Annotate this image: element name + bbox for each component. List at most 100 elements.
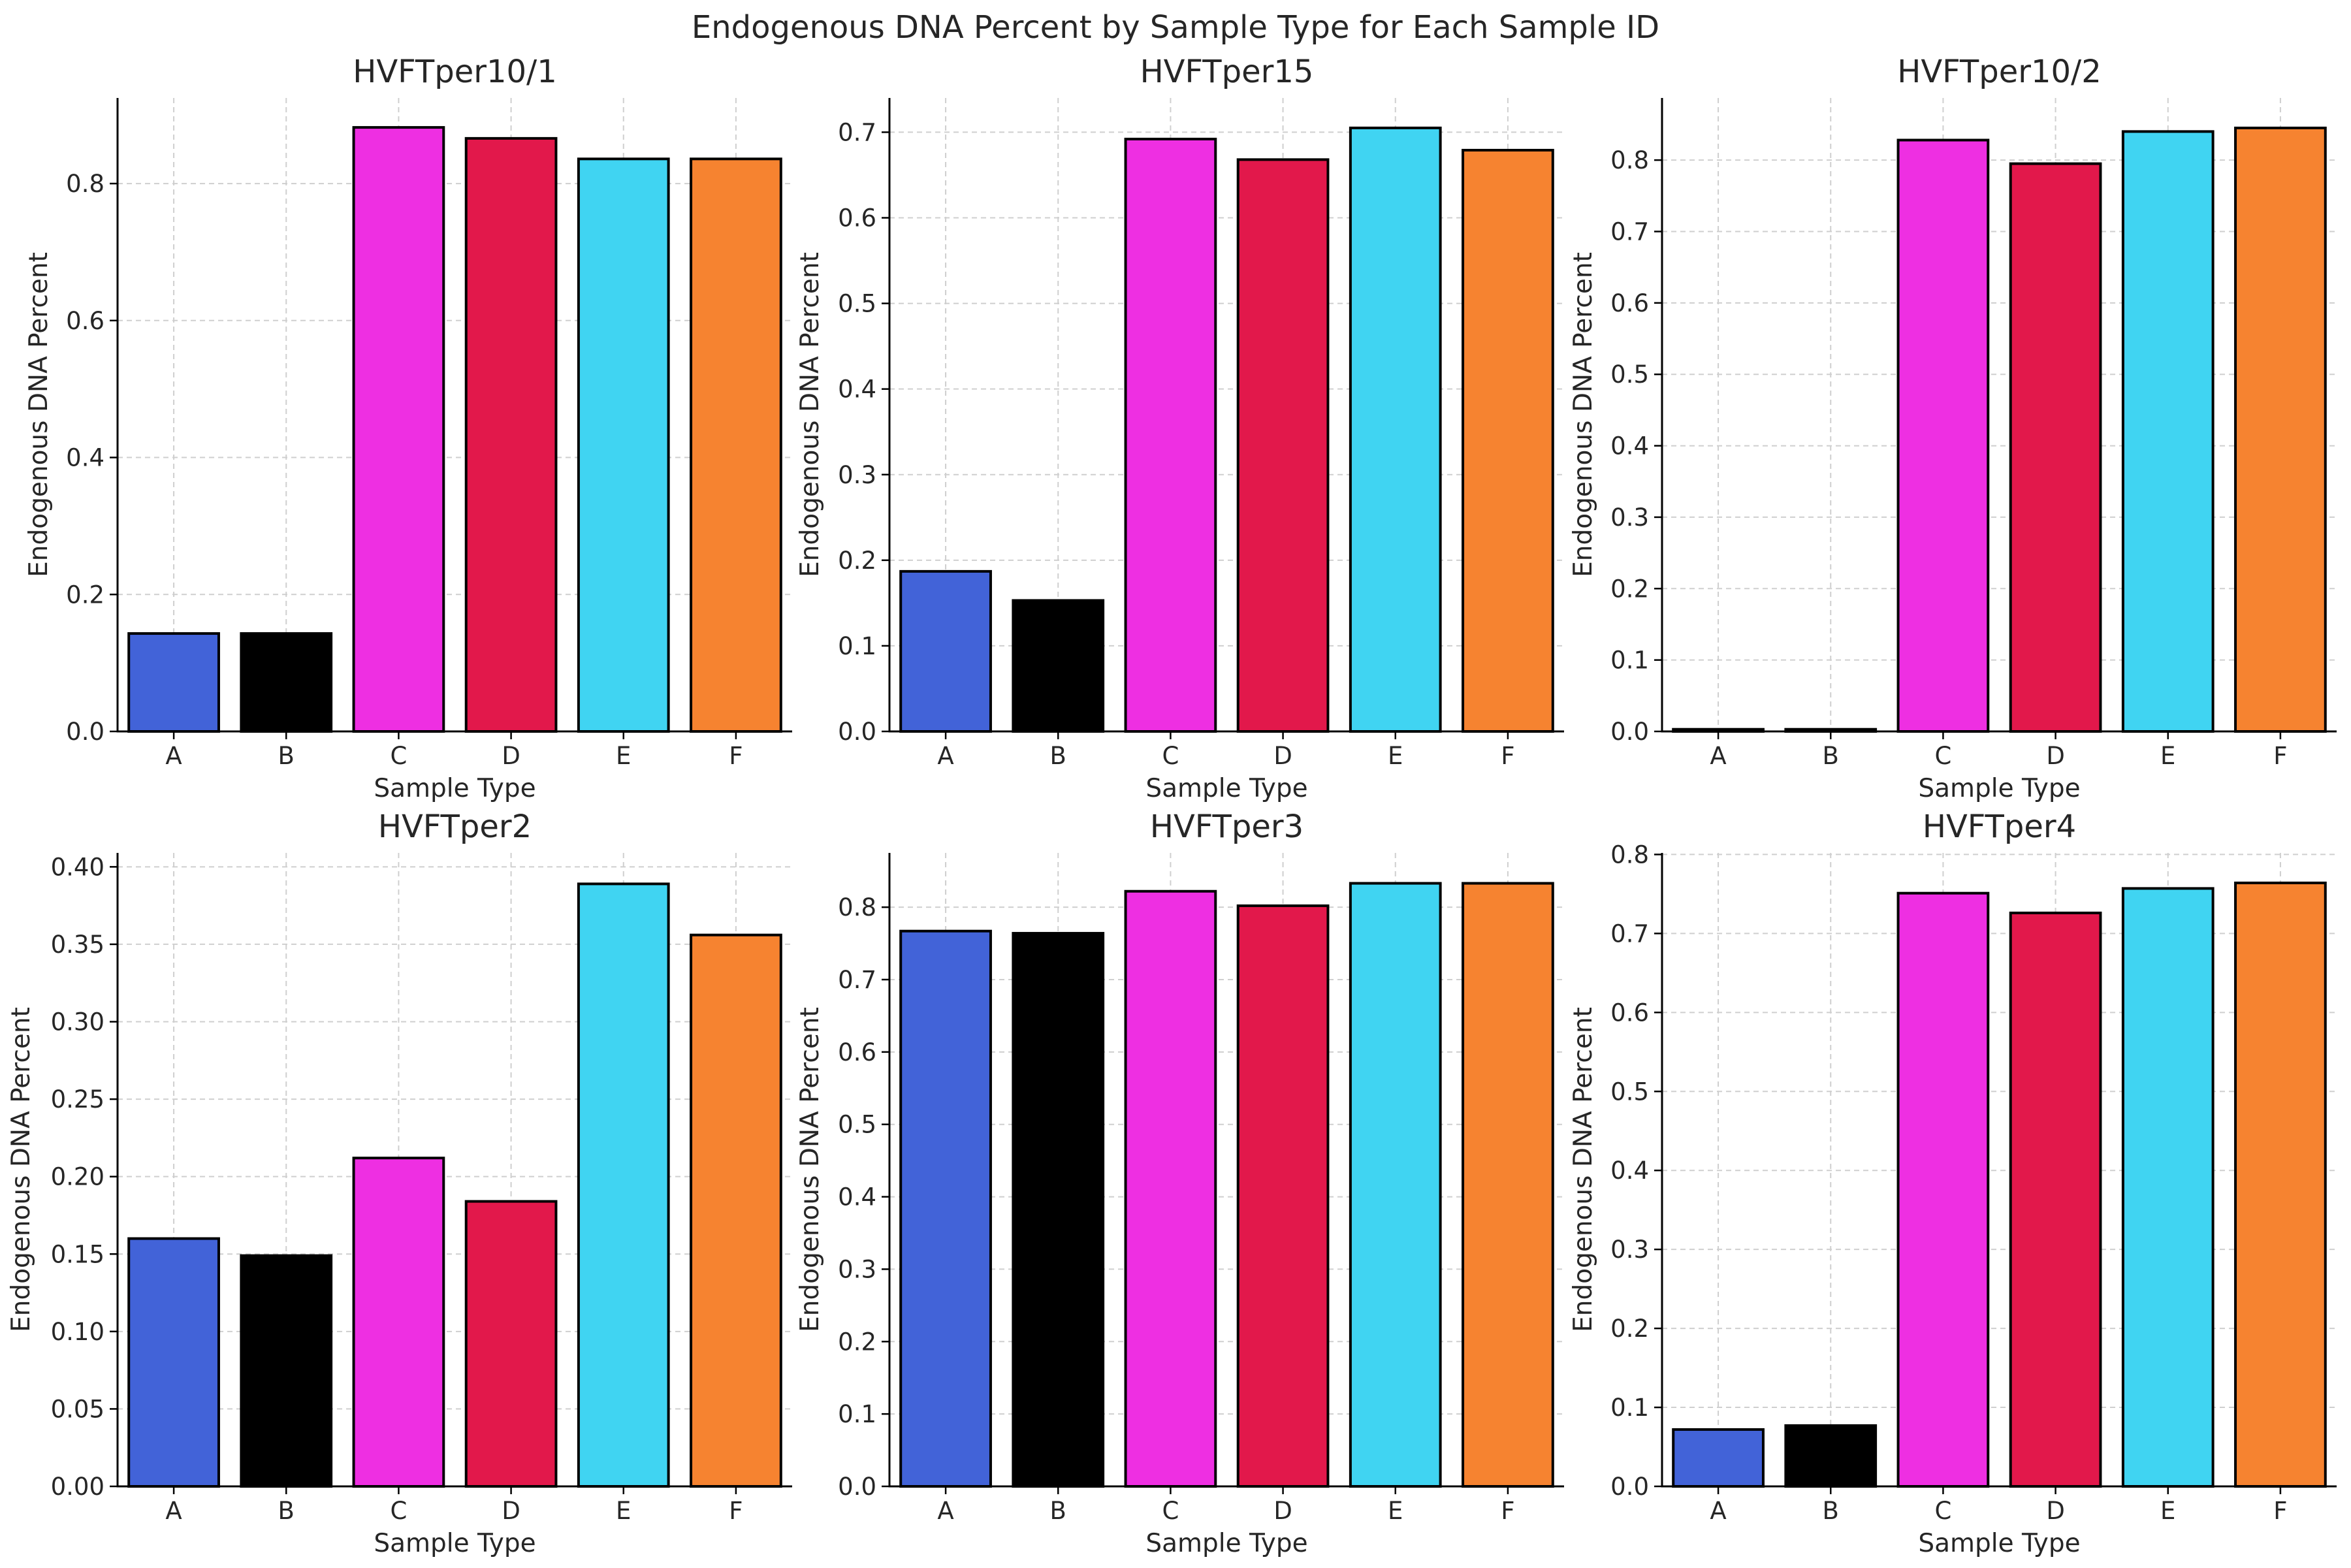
x-tick-label: C [1162,1497,1179,1525]
y-tick-label: 0.15 [51,1240,104,1268]
y-axis-label: Endogenous DNA Percent [1569,252,1598,577]
y-tick-label: 0.1 [838,1400,876,1428]
figure-title: Endogenous DNA Percent by Sample Type fo… [692,9,1659,46]
x-tick-label: A [937,1497,953,1525]
bar-b [240,1254,333,1488]
bar-c [1124,889,1217,1488]
x-axis-label: Sample Type [1918,1529,2080,1558]
chart-panel: 0.0 0.1 0.2 0.3 0.4 0.5 0.6 0.7 0.8 A B C D E F HVFTper… [1569,54,2337,803]
x-tick-label: F [729,742,743,770]
bar-e [1349,126,1442,733]
axis-spines [888,98,1564,733]
y-axis-label: Endogenous DNA Percent [7,1007,36,1332]
axis-spines [1661,853,2337,1488]
bar-a [127,1237,220,1488]
panel-title: HVFTper4 [1923,808,2076,845]
bar-c [1124,137,1217,733]
y-tick-label: 0.1 [838,632,876,660]
x-tick-label: A [165,1497,182,1525]
x-tick-label: C [1162,742,1179,770]
chart-panel: 0.00 0.05 0.10 0.15 0.20 0.25 0.30 0.35 0.40 A B C D… [7,808,792,1558]
y-tick-label: 0.3 [1610,1236,1649,1264]
panel-title: HVFTper10/2 [1897,54,2102,90]
chart-panel: 0.0 0.1 0.2 0.3 0.4 0.5 0.6 0.7 0.8 A B C D E F HVFTper… [1569,808,2337,1558]
bar-f [690,157,782,733]
x-axis-label: Sample Type [1145,1529,1307,1558]
y-tick-label: 0.6 [1610,999,1649,1027]
y-tick-label: 0.2 [1610,575,1649,603]
bar-a [1672,1428,1765,1488]
x-tick-label: D [2046,742,2065,770]
chart-panel: 0.0 0.2 0.4 0.6 0.8 A B C D E F HVFTper10/1 Sample T… [24,54,792,803]
bar-d [1236,158,1330,733]
bar-e [1349,882,1442,1488]
bar-a [899,929,992,1488]
y-tick-label: 0.7 [1610,217,1649,246]
x-tick-label: E [616,742,631,770]
y-tick-label: 0.5 [838,1111,876,1139]
bar-e [577,157,670,733]
x-tick-label: B [1050,1497,1066,1525]
x-tick-label: F [1501,1497,1514,1525]
x-tick-label: E [1388,742,1403,770]
y-tick-label: 0.6 [838,1038,876,1066]
y-tick-label: 0.05 [51,1395,104,1423]
bar-c [352,1157,445,1488]
bar-e [2121,130,2215,733]
x-tick-label: E [2160,742,2175,770]
y-tick-label: 0.4 [838,1183,876,1211]
x-tick-label: B [278,1497,295,1525]
bar-f [1462,148,1554,733]
y-tick-label: 0.0 [838,1473,876,1501]
x-tick-label: D [1273,1497,1292,1525]
y-tick-label: 0.4 [66,444,104,472]
x-tick-label: E [2160,1497,2175,1525]
panel-title: HVFTper15 [1140,54,1314,90]
y-tick-label: 0.0 [1610,1473,1649,1501]
x-tick-label: A [165,742,182,770]
y-tick-label: 0.00 [51,1473,104,1501]
x-tick-label: B [1050,742,1066,770]
bar-f [690,933,782,1488]
y-tick-label: 0.8 [66,170,104,198]
y-tick-label: 0.30 [51,1008,104,1036]
x-axis-label: Sample Type [1918,774,2080,803]
y-tick-label: 0.40 [51,853,104,881]
y-tick-label: 0.7 [1610,920,1649,948]
y-tick-label: 0.5 [1610,1078,1649,1106]
x-axis-label: Sample Type [374,1529,536,1558]
y-tick-label: 0.8 [1610,146,1649,174]
y-tick-label: 0.6 [66,307,104,335]
bar-b [1012,599,1105,733]
x-axis-label: Sample Type [1145,774,1307,803]
y-tick-label: 0.6 [838,204,876,232]
bar-c [352,126,445,733]
x-tick-label: C [390,1497,407,1525]
axis-spines [888,853,1564,1488]
y-axis-label: Endogenous DNA Percent [795,1007,825,1332]
bar-d [464,1200,558,1488]
y-tick-label: 0.2 [1610,1315,1649,1343]
x-tick-label: D [1273,742,1292,770]
y-tick-label: 0.6 [1610,289,1649,317]
x-tick-label: F [2273,742,2287,770]
y-tick-label: 0.10 [51,1318,104,1346]
bar-f [1462,882,1554,1488]
axis-spines [116,98,792,733]
y-tick-label: 0.4 [838,376,876,404]
bar-e [577,882,670,1488]
x-tick-label: F [2273,1497,2287,1525]
bar-b [1784,1424,1878,1488]
x-tick-label: A [1710,1497,1726,1525]
bar-f [2234,881,2327,1488]
bar-d [1236,904,1330,1488]
y-tick-label: 0.8 [838,893,876,921]
x-tick-label: E [1388,1497,1403,1525]
y-tick-label: 0.1 [1610,647,1649,675]
bar-a [899,569,992,733]
x-tick-label: D [2046,1497,2065,1525]
panel-title: HVFTper3 [1150,808,1303,845]
y-tick-label: 0.8 [1610,840,1649,869]
bar-d [464,136,558,733]
